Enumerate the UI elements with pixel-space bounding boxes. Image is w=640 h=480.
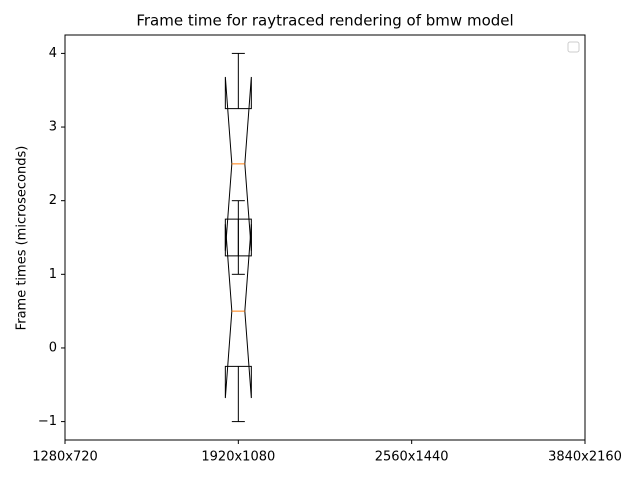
x-tick-label: 3840x2160: [548, 450, 622, 465]
box: [224, 224, 252, 399]
x-tick-label: 2560x1440: [375, 450, 449, 465]
x-tick-label: 1280x720: [32, 450, 98, 465]
y-axis-label: Frame times (microseconds): [15, 146, 30, 331]
legend-frame: [567, 41, 580, 53]
y-tick-label: 2: [49, 193, 57, 208]
y-tick-label: 1: [49, 267, 57, 282]
y-tick-label: 4: [49, 46, 57, 61]
y-tick-label: −1: [38, 414, 57, 429]
y-tick-label: 0: [49, 340, 57, 355]
chart-title: Frame time for raytraced rendering of bm…: [136, 12, 513, 30]
y-tick-label: 3: [49, 120, 57, 135]
x-tick-label: 1920x1080: [201, 450, 275, 465]
axes-frame: [64, 34, 586, 441]
